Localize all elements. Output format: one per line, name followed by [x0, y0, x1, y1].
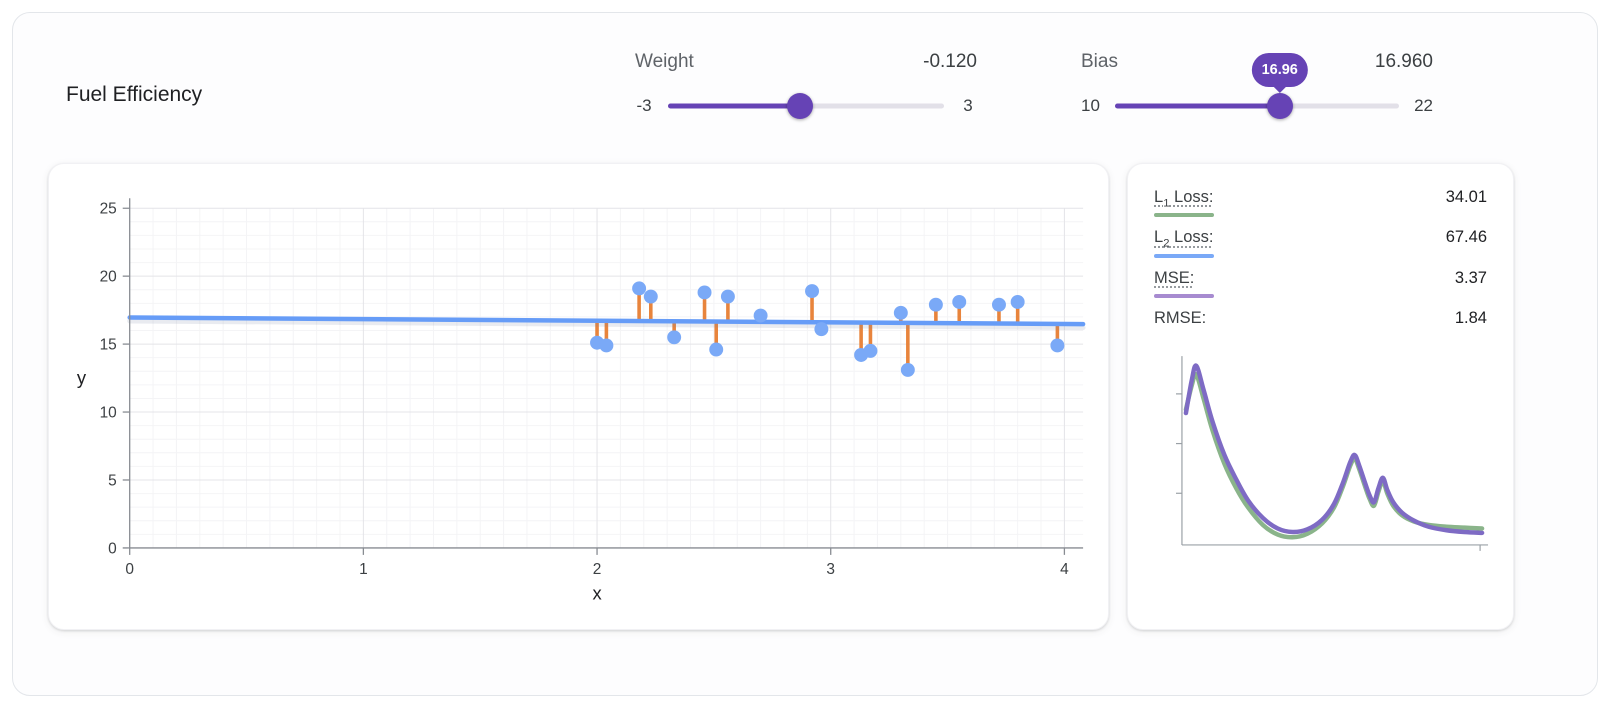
- bias-control-header: Bias 16.960: [1081, 51, 1433, 73]
- l2-loss-rest: Loss:: [1169, 228, 1214, 247]
- rmse-label: RMSE:: [1154, 309, 1206, 330]
- loss-curve-chart: [1175, 356, 1489, 552]
- l2-loss-label: L2 Loss:: [1154, 228, 1214, 258]
- weight-slider[interactable]: [668, 93, 944, 119]
- l1-loss-sub: 1: [1163, 197, 1170, 210]
- weight-value: -0.120: [923, 51, 977, 72]
- l2-loss-sub: 2: [1163, 237, 1170, 250]
- svg-text:10: 10: [100, 405, 117, 422]
- bias-tooltip-value: 16.96: [1261, 62, 1298, 78]
- bias-tooltip: 16.96: [1251, 53, 1308, 87]
- weight-min-label: -3: [636, 96, 652, 115]
- weight-control-header: Weight -0.120: [635, 51, 977, 73]
- bias-slider-row: 10 16.96 22: [1081, 53, 1433, 119]
- loss-panel-card: L1 Loss: 34.01 L2 Loss: 67.46 MSE:: [1127, 163, 1514, 630]
- svg-text:4: 4: [1060, 561, 1069, 578]
- weight-max-label: 3: [963, 96, 973, 115]
- weight-slider-fill: [668, 103, 801, 109]
- l2-loss-swatch: [1154, 253, 1214, 258]
- page-title: Fuel Efficiency: [66, 83, 203, 106]
- mse-row: MSE: 3.37: [1154, 269, 1487, 298]
- svg-text:0: 0: [125, 561, 134, 578]
- app-frame: Fuel Efficiency Weight -0.120 -3 3: [12, 12, 1598, 696]
- l1-loss-value: 34.01: [1445, 188, 1487, 206]
- mse-base: MSE:: [1154, 268, 1195, 287]
- bias-min-label: 10: [1081, 96, 1100, 115]
- bias-max-label: 22: [1414, 96, 1433, 115]
- weight-label: Weight: [635, 51, 694, 72]
- svg-text:20: 20: [100, 269, 117, 286]
- rmse-value: 1.84: [1454, 308, 1487, 327]
- loss-curve-chart-wrap: [1174, 354, 1489, 562]
- l2-loss-value: 67.46: [1445, 228, 1487, 247]
- l2-loss-base: L: [1154, 228, 1164, 247]
- mse-label-text: MSE:: [1154, 269, 1214, 290]
- rmse-base: RMSE:: [1154, 308, 1207, 327]
- svg-text:15: 15: [100, 337, 117, 354]
- svg-text:3: 3: [826, 561, 835, 578]
- l1-loss-row: L1 Loss: 34.01: [1154, 188, 1487, 218]
- regression-chart-card: 0 5 10 15 20 25 0 1 2 3 4 y x: [48, 163, 1109, 630]
- header: Fuel Efficiency Weight -0.120 -3 3: [13, 13, 1597, 119]
- svg-text:y: y: [77, 367, 87, 388]
- svg-text:1: 1: [359, 561, 368, 578]
- mse-value: 3.37: [1454, 268, 1487, 287]
- rmse-label-text: RMSE:: [1154, 309, 1206, 330]
- l1-loss-label: L1 Loss:: [1154, 188, 1214, 218]
- l1-loss-swatch: [1154, 213, 1214, 218]
- weight-slider-thumb[interactable]: [787, 93, 814, 119]
- bias-label: Bias: [1081, 51, 1118, 72]
- weight-slider-row: -3 3: [635, 93, 977, 119]
- bias-slider[interactable]: 16.96: [1114, 53, 1400, 119]
- regression-chart: 0 5 10 15 20 25 0 1 2 3 4 y x: [77, 198, 1086, 604]
- l1-loss-label-text: L1 Loss:: [1154, 188, 1214, 209]
- content: 0 5 10 15 20 25 0 1 2 3 4 y x L1 Loss: 34.01 L2 Loss…: [13, 163, 1597, 630]
- bias-slider-fill: [1114, 103, 1280, 109]
- weight-control: Weight -0.120 -3 3: [635, 51, 977, 119]
- svg-text:0: 0: [108, 540, 117, 557]
- l2-loss-row: L2 Loss: 67.46: [1154, 228, 1487, 258]
- svg-text:25: 25: [100, 201, 117, 218]
- l1-loss-base: L: [1154, 188, 1164, 206]
- bias-control: Bias 16.960 10 16.96 22: [1081, 51, 1433, 119]
- mse-label: MSE:: [1154, 269, 1214, 298]
- svg-text:x: x: [592, 583, 602, 604]
- mse-swatch: [1154, 293, 1214, 298]
- rmse-row: RMSE: 1.84: [1154, 309, 1487, 330]
- svg-text:2: 2: [593, 561, 602, 578]
- bias-value: 16.960: [1374, 51, 1433, 72]
- l2-loss-label-text: L2 Loss:: [1154, 228, 1214, 249]
- svg-text:5: 5: [108, 472, 117, 489]
- l1-loss-rest: Loss:: [1169, 188, 1214, 206]
